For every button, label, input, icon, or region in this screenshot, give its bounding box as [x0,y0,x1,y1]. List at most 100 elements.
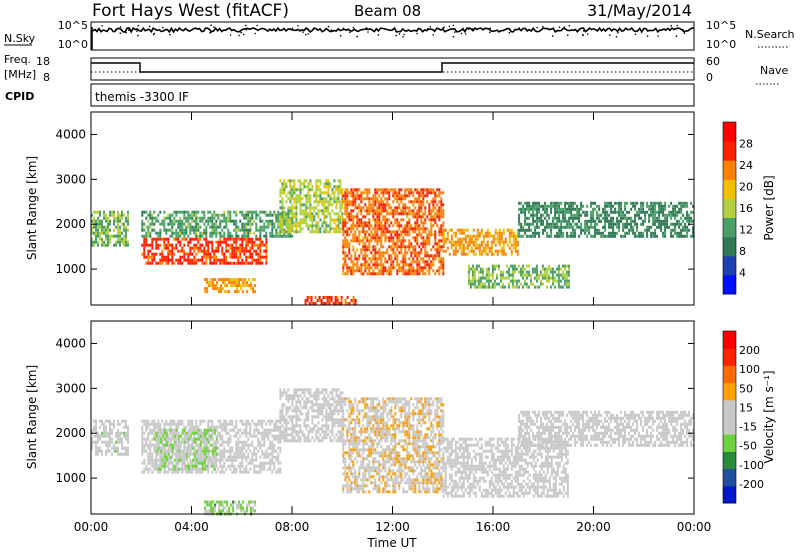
power-echo-band [442,228,519,256]
velocity-cell [207,428,210,432]
power-cell [374,191,377,195]
power-cell [307,191,310,195]
power-cell [109,240,111,244]
power-cell [676,219,679,223]
power-cell [297,194,300,198]
velocity-cell [257,431,260,435]
power-cell [111,210,113,214]
power-cell [528,228,531,232]
power-cell [630,207,633,211]
power-cell [662,207,665,211]
velocity-cell [91,437,93,441]
power-cell [147,231,150,235]
velocity-cell [169,437,172,441]
power-cell [358,239,361,243]
velocity-cell [265,428,268,432]
velocity-cell [199,449,202,453]
power-cell [590,204,593,208]
velocity-cell [177,461,180,465]
power-cell [531,282,534,286]
power-cell [362,254,365,258]
power-cell [420,266,423,270]
power-cell [523,267,526,271]
velocity-cell [239,455,242,459]
power-cell [203,228,206,232]
power-cell [323,212,326,216]
power-cell [97,222,99,226]
power-cell [145,237,148,241]
velocity-cell [153,419,156,423]
power-cell [438,248,441,252]
power-cell [169,243,172,247]
power-cell [656,225,659,229]
power-cell [610,216,613,220]
velocity-cell [151,422,154,426]
power-cell [538,216,541,220]
velocity-cell [159,449,162,453]
velocity-cell [101,449,103,453]
power-cell [487,267,490,271]
power-cell [249,219,252,223]
power-cell [396,263,399,267]
velocity-cell [155,425,158,429]
velocity-cell [251,443,254,447]
power-cell [247,261,250,265]
power-cell [153,237,156,241]
velocity-cell [259,422,262,426]
velocity-cell [215,434,218,438]
velocity-cell [207,440,210,444]
power-cell [626,225,629,229]
power-cell [177,240,180,244]
velocity-cell [235,434,238,438]
power-cell [473,267,476,271]
power-cell [568,234,571,238]
power-cell [634,213,637,217]
velocity-cell [227,449,230,453]
power-cell [604,228,607,232]
power-cell [438,245,441,249]
power-cell [143,240,146,244]
nsearch-point [429,26,432,28]
power-cell [241,225,244,229]
velocity-cell [143,419,146,423]
power-cell [628,231,631,235]
power-cell [604,219,607,223]
velocity-cell [167,461,170,465]
power-cell [402,263,405,267]
power-cell [372,194,375,198]
power-cell [243,222,246,226]
power-cell [434,206,437,210]
power-cell [416,218,419,222]
power-cell [169,258,172,262]
power-cell [242,284,245,288]
velocity-cell [257,464,260,468]
power-cell [500,231,503,235]
power-cell [590,225,593,229]
power-cell [127,222,129,226]
power-cell [372,248,375,252]
power-cell [670,210,673,214]
power-cell [684,201,687,205]
power-cell [686,213,689,217]
velocity-cell [149,443,152,447]
power-cell [442,221,445,225]
power-cell [396,218,399,222]
power-cell [386,272,389,276]
power-cell [606,201,609,205]
power-cell [475,279,478,283]
power-cell [474,240,477,244]
velocity-cell [143,458,146,462]
power-cell [382,188,385,192]
power-cell [396,257,399,261]
power-cell [311,224,314,228]
power-cell [682,201,685,205]
velocity-cell [243,455,246,459]
power-cell [418,272,421,276]
power-cell [398,266,401,270]
power-cell [257,255,260,259]
nsearch-point [238,34,240,37]
power-cell [525,282,528,286]
power-cell [380,245,383,249]
power-cell [472,252,475,256]
power-cell [418,194,421,198]
